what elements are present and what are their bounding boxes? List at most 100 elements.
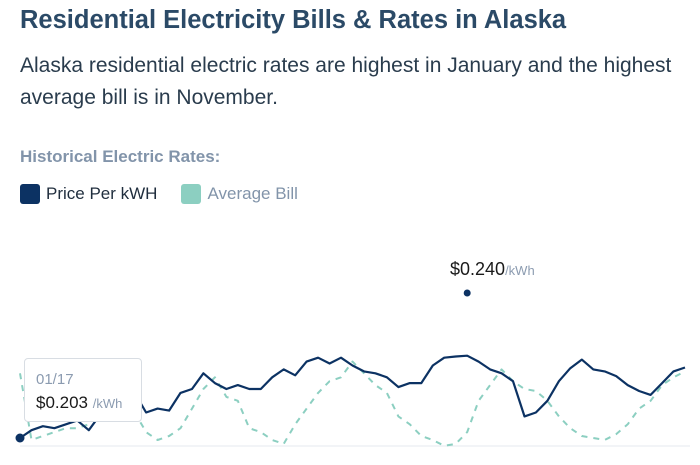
- price-data-point[interactable]: [222, 385, 230, 393]
- price-data-point[interactable]: [521, 412, 529, 420]
- price-data-point[interactable]: [681, 364, 689, 372]
- chart-markers: [15, 289, 471, 443]
- bill-data-point[interactable]: [475, 397, 483, 405]
- price-data-point[interactable]: [394, 383, 402, 391]
- bill-data-point[interactable]: [532, 387, 540, 395]
- price-data-point[interactable]: [498, 369, 506, 377]
- bill-data-point[interactable]: [280, 440, 288, 448]
- bill-data-point[interactable]: [589, 434, 597, 442]
- bill-data-point[interactable]: [28, 436, 36, 444]
- price-data-point[interactable]: [199, 369, 207, 377]
- bill-data-point[interactable]: [291, 420, 299, 428]
- price-data-point[interactable]: [543, 397, 551, 405]
- bill-data-point[interactable]: [303, 405, 311, 413]
- price-data-point[interactable]: [280, 365, 288, 373]
- price-data-point[interactable]: [303, 358, 311, 366]
- bill-data-point[interactable]: [257, 428, 265, 436]
- price-data-point[interactable]: [624, 381, 632, 389]
- price-data-point[interactable]: [612, 372, 620, 380]
- bill-data-point[interactable]: [463, 428, 471, 436]
- bill-data-point[interactable]: [371, 381, 379, 389]
- bill-data-point[interactable]: [326, 377, 334, 385]
- price-data-point[interactable]: [406, 379, 414, 387]
- price-data-point[interactable]: [257, 385, 265, 393]
- price-data-point[interactable]: [670, 367, 678, 375]
- price-data-point[interactable]: [383, 373, 391, 381]
- bill-data-point[interactable]: [199, 385, 207, 393]
- bill-data-point[interactable]: [188, 405, 196, 413]
- bill-data-point[interactable]: [177, 424, 185, 432]
- chart-tooltip: 01/17 $0.203 /kWh: [24, 358, 142, 422]
- bill-data-point[interactable]: [521, 385, 529, 393]
- price-data-point[interactable]: [337, 354, 345, 362]
- bill-data-point[interactable]: [39, 432, 47, 440]
- start-highlight-marker[interactable]: [15, 433, 25, 443]
- price-data-point[interactable]: [50, 424, 58, 432]
- price-data-point[interactable]: [234, 381, 242, 389]
- price-data-point[interactable]: [463, 352, 471, 360]
- bill-data-point[interactable]: [429, 436, 437, 444]
- bill-data-point[interactable]: [16, 369, 24, 377]
- price-data-point[interactable]: [326, 360, 334, 368]
- bill-data-point[interactable]: [406, 420, 414, 428]
- price-data-point[interactable]: [486, 365, 494, 373]
- price-data-point[interactable]: [601, 367, 609, 375]
- price-data-point[interactable]: [245, 385, 253, 393]
- price-data-point[interactable]: [28, 426, 36, 434]
- price-data-point[interactable]: [429, 362, 437, 370]
- price-data-point[interactable]: [142, 409, 150, 417]
- price-data-point[interactable]: [291, 371, 299, 379]
- price-data-point[interactable]: [475, 358, 483, 366]
- bill-data-point[interactable]: [612, 430, 620, 438]
- bill-data-point[interactable]: [165, 432, 173, 440]
- bill-data-point[interactable]: [73, 424, 81, 432]
- price-data-point[interactable]: [154, 405, 162, 413]
- bill-data-point[interactable]: [624, 420, 632, 428]
- bill-data-point[interactable]: [234, 397, 242, 405]
- bill-data-point[interactable]: [394, 412, 402, 420]
- price-data-point[interactable]: [647, 391, 655, 399]
- price-data-point[interactable]: [188, 385, 196, 393]
- bill-data-point[interactable]: [222, 393, 230, 401]
- price-data-point[interactable]: [349, 362, 357, 370]
- bill-data-point[interactable]: [635, 405, 643, 413]
- legend-item-bill[interactable]: Average Bill: [181, 184, 298, 204]
- price-data-point[interactable]: [452, 353, 460, 361]
- legend-item-price[interactable]: Price Per kWH: [20, 184, 157, 204]
- price-data-point[interactable]: [658, 379, 666, 387]
- bill-data-point[interactable]: [417, 432, 425, 440]
- bill-data-point[interactable]: [555, 412, 563, 420]
- peak-highlight-marker[interactable]: [463, 289, 471, 297]
- bill-data-point[interactable]: [578, 432, 586, 440]
- price-data-point[interactable]: [532, 409, 540, 417]
- bill-data-point[interactable]: [245, 424, 253, 432]
- price-data-point[interactable]: [371, 369, 379, 377]
- bill-data-point[interactable]: [452, 440, 460, 448]
- price-data-point[interactable]: [417, 379, 425, 387]
- price-data-point[interactable]: [39, 422, 47, 430]
- bill-data-point[interactable]: [314, 389, 322, 397]
- bill-data-point[interactable]: [440, 442, 448, 450]
- bill-data-point[interactable]: [337, 373, 345, 381]
- bill-data-point[interactable]: [486, 381, 494, 389]
- price-data-point[interactable]: [635, 387, 643, 395]
- bill-data-point[interactable]: [601, 436, 609, 444]
- bill-data-point[interactable]: [566, 424, 574, 432]
- price-data-point[interactable]: [177, 389, 185, 397]
- price-data-point[interactable]: [589, 365, 597, 373]
- price-data-point[interactable]: [566, 364, 574, 372]
- price-data-point[interactable]: [360, 367, 368, 375]
- bill-data-point[interactable]: [383, 389, 391, 397]
- price-data-point[interactable]: [165, 407, 173, 415]
- price-data-point[interactable]: [509, 377, 517, 385]
- price-data-point[interactable]: [578, 356, 586, 364]
- price-data-point[interactable]: [268, 373, 276, 381]
- price-data-point[interactable]: [440, 354, 448, 362]
- bill-data-point[interactable]: [154, 436, 162, 444]
- price-data-point[interactable]: [85, 426, 93, 434]
- price-data-point[interactable]: [314, 354, 322, 362]
- price-data-point[interactable]: [211, 379, 219, 387]
- bill-data-point[interactable]: [268, 436, 276, 444]
- price-data-point[interactable]: [555, 377, 563, 385]
- bill-data-point[interactable]: [142, 428, 150, 436]
